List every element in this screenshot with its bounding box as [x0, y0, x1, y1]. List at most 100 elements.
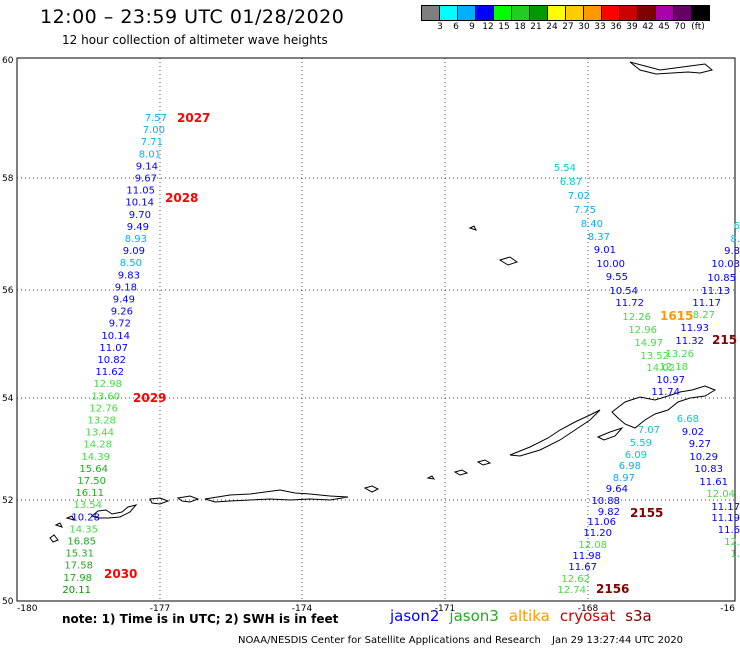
wave-height-value: 10.97: [656, 375, 685, 386]
wave-height-value: 5.54: [554, 163, 576, 174]
wave-height-value: 12.62: [561, 574, 590, 585]
wave-height-value: 11.06: [587, 517, 616, 528]
satellite-legend-entry: jason3: [449, 607, 499, 625]
wave-height-value: 11.98: [572, 551, 601, 562]
wave-height-value: 11.05: [126, 186, 155, 197]
alaska-peninsula: [611, 385, 717, 429]
wave-height-value: 9.26: [111, 307, 133, 318]
wave-height-value: 13.54: [73, 500, 102, 511]
footnote: note: 1) Time is in UTC; 2) SWH is in fe…: [62, 612, 339, 626]
satellite-legend-entry: altika: [508, 607, 550, 625]
wave-height-value: 13.44: [85, 428, 114, 439]
wave-height-value: 12.08: [578, 540, 607, 551]
lon-tick-label: -180: [17, 604, 38, 614]
color-scale-cell: [691, 5, 710, 21]
wave-height-value: 6.87: [560, 177, 582, 188]
wave-height-value: 8.50: [120, 258, 142, 269]
track-time-label: 215: [712, 333, 737, 347]
wave-height-value: 10.83: [694, 464, 723, 475]
wave-height-value: 9.49: [127, 222, 149, 233]
island: [65, 515, 75, 521]
wave-height-value: 10.82: [97, 355, 126, 366]
wave-height-value: 10.54: [609, 286, 638, 297]
wave-height-value: 14.97: [634, 338, 663, 349]
track-time-label: 2029: [133, 391, 166, 405]
wave-height-value: 14.35: [69, 524, 98, 535]
map-frame: [16, 57, 736, 602]
wave-height-value: 6.09: [625, 450, 647, 461]
lon-tick-label: -171: [435, 604, 455, 614]
wave-height-value: 10.00: [596, 259, 625, 270]
wave-height-value: 12.96: [628, 325, 657, 336]
coastline: [49, 61, 717, 543]
graticule: [17, 58, 735, 601]
color-scale-label: 6: [453, 22, 459, 32]
color-scale-label: 27: [562, 22, 574, 32]
island: [149, 497, 170, 505]
island: [509, 409, 601, 457]
color-scale-bar: [421, 5, 710, 21]
track-time-label: 1615: [660, 309, 693, 323]
track-time-label: 2027: [177, 111, 210, 125]
island: [629, 61, 714, 75]
color-scale-label: 36: [610, 22, 622, 32]
satellite-legend-entry: s3a: [625, 607, 652, 625]
satellite-legend: jason2 jason3 altika cryosat s3a: [390, 607, 652, 625]
wave-readings: 7.577.007.718.019.149.6711.0510.149.709.…: [62, 113, 740, 596]
color-scale-label: 45: [658, 22, 670, 32]
wave-height-value: 6.98: [619, 461, 641, 472]
wave-height-value: 11.19: [711, 513, 740, 524]
wave-height-value: 13.60: [91, 391, 120, 402]
wave-height-value: 11.61: [699, 477, 728, 488]
wave-height-value: 15.31: [65, 549, 94, 560]
wave-height-value: 8.40: [581, 219, 603, 230]
wave-height-value: 11.20: [583, 528, 612, 539]
satellite-legend-entry: jason2: [390, 607, 440, 625]
color-scale-labels: 3 6 9 12 15 18 21 24 27 30 33 36 39 42 45 70 (ft): [422, 22, 740, 34]
wave-height-value: 11.6: [718, 525, 740, 536]
wave-height-value: 10.85: [707, 273, 736, 284]
track-time-label: 2156: [596, 582, 629, 596]
wave-height-value: 9.64: [606, 484, 628, 495]
lon-tick-label: -177: [150, 604, 170, 614]
lat-tick-label: 54: [2, 394, 14, 404]
wave-height-value: 9.27: [689, 439, 711, 450]
color-scale-unit: (ft): [691, 22, 705, 32]
wave-height-value: 12.74: [557, 585, 586, 596]
wave-height-value: 7.02: [568, 191, 590, 202]
lon-tick-label: -168: [578, 604, 599, 614]
island: [426, 475, 436, 480]
wave-height-value: 12.98: [93, 379, 122, 390]
wave-height-value: 11.17: [711, 502, 740, 513]
track-time-label: 2028: [165, 191, 198, 205]
lat-tick-label: 56: [2, 286, 14, 296]
wave-height-value: 9.82: [598, 507, 620, 518]
color-scale-label: 33: [594, 22, 606, 32]
wave-height-value: 9.83: [118, 270, 140, 281]
axis-ticks: 60 58 56 54 52 50-180 -177 -174 -171 -168 -16: [2, 56, 735, 614]
track-time-label: 2030: [104, 567, 137, 581]
wave-height-value: 10.14: [125, 198, 154, 209]
wave-height-value: 12.04: [706, 489, 735, 500]
island: [49, 534, 59, 543]
wave-height-value: 9.67: [135, 174, 157, 185]
color-scale-label: 70: [674, 22, 686, 32]
wave-height-value: 9.8: [724, 246, 740, 257]
wave-height-value: 13.52: [640, 351, 669, 362]
wave-height-value: 9.72: [109, 319, 131, 330]
lat-tick-label: 60: [2, 56, 14, 66]
wave-height-value: 17.50: [77, 476, 106, 487]
island: [476, 459, 492, 466]
wave-height-value: 14.39: [81, 452, 110, 463]
island: [363, 485, 380, 493]
lat-tick-label: 50: [2, 597, 14, 607]
wave-height-value: 10.88: [591, 496, 620, 507]
wave-height-value: 9.70: [129, 210, 151, 221]
wave-height-value: 9.14: [136, 161, 158, 172]
wave-height-value: 15.64: [79, 464, 108, 475]
wave-height-value: 14.02: [646, 363, 675, 374]
wave-height-value: 11.62: [95, 367, 124, 378]
wave-height-value: 12.18: [659, 362, 688, 373]
wave-height-value: 11.93: [680, 323, 709, 334]
